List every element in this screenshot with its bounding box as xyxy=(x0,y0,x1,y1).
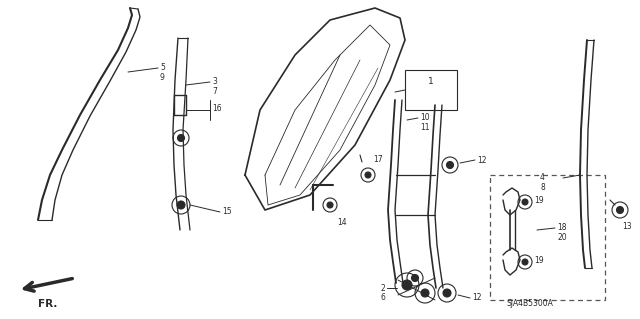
Circle shape xyxy=(443,289,451,297)
Circle shape xyxy=(412,275,419,281)
Bar xyxy=(405,70,457,110)
Circle shape xyxy=(177,135,184,142)
Circle shape xyxy=(447,161,454,168)
Circle shape xyxy=(522,199,528,205)
Circle shape xyxy=(327,202,333,208)
Text: 3
7: 3 7 xyxy=(212,77,217,96)
Circle shape xyxy=(522,259,528,265)
Bar xyxy=(490,175,605,300)
Text: 17: 17 xyxy=(373,155,383,164)
Circle shape xyxy=(177,201,185,209)
Text: 12: 12 xyxy=(477,156,486,165)
Text: FR.: FR. xyxy=(38,299,58,309)
Text: 15: 15 xyxy=(222,207,232,216)
Circle shape xyxy=(365,172,371,178)
Text: 10
11: 10 11 xyxy=(420,113,429,132)
Text: 14: 14 xyxy=(337,218,347,227)
Text: 6: 6 xyxy=(380,293,385,302)
Text: 4
8: 4 8 xyxy=(540,173,545,192)
Text: 5
9: 5 9 xyxy=(160,63,165,82)
Circle shape xyxy=(421,289,429,297)
Circle shape xyxy=(402,280,412,290)
Text: 1: 1 xyxy=(428,78,434,86)
Text: 2: 2 xyxy=(380,284,385,293)
Text: 19: 19 xyxy=(534,196,543,205)
Text: 18
20: 18 20 xyxy=(557,223,566,242)
Text: SJA4B5300A: SJA4B5300A xyxy=(507,299,554,308)
Text: 16: 16 xyxy=(212,104,221,113)
Text: 13: 13 xyxy=(622,222,632,231)
Text: 19: 19 xyxy=(534,256,543,265)
Text: 12: 12 xyxy=(472,293,481,302)
Circle shape xyxy=(616,206,623,213)
